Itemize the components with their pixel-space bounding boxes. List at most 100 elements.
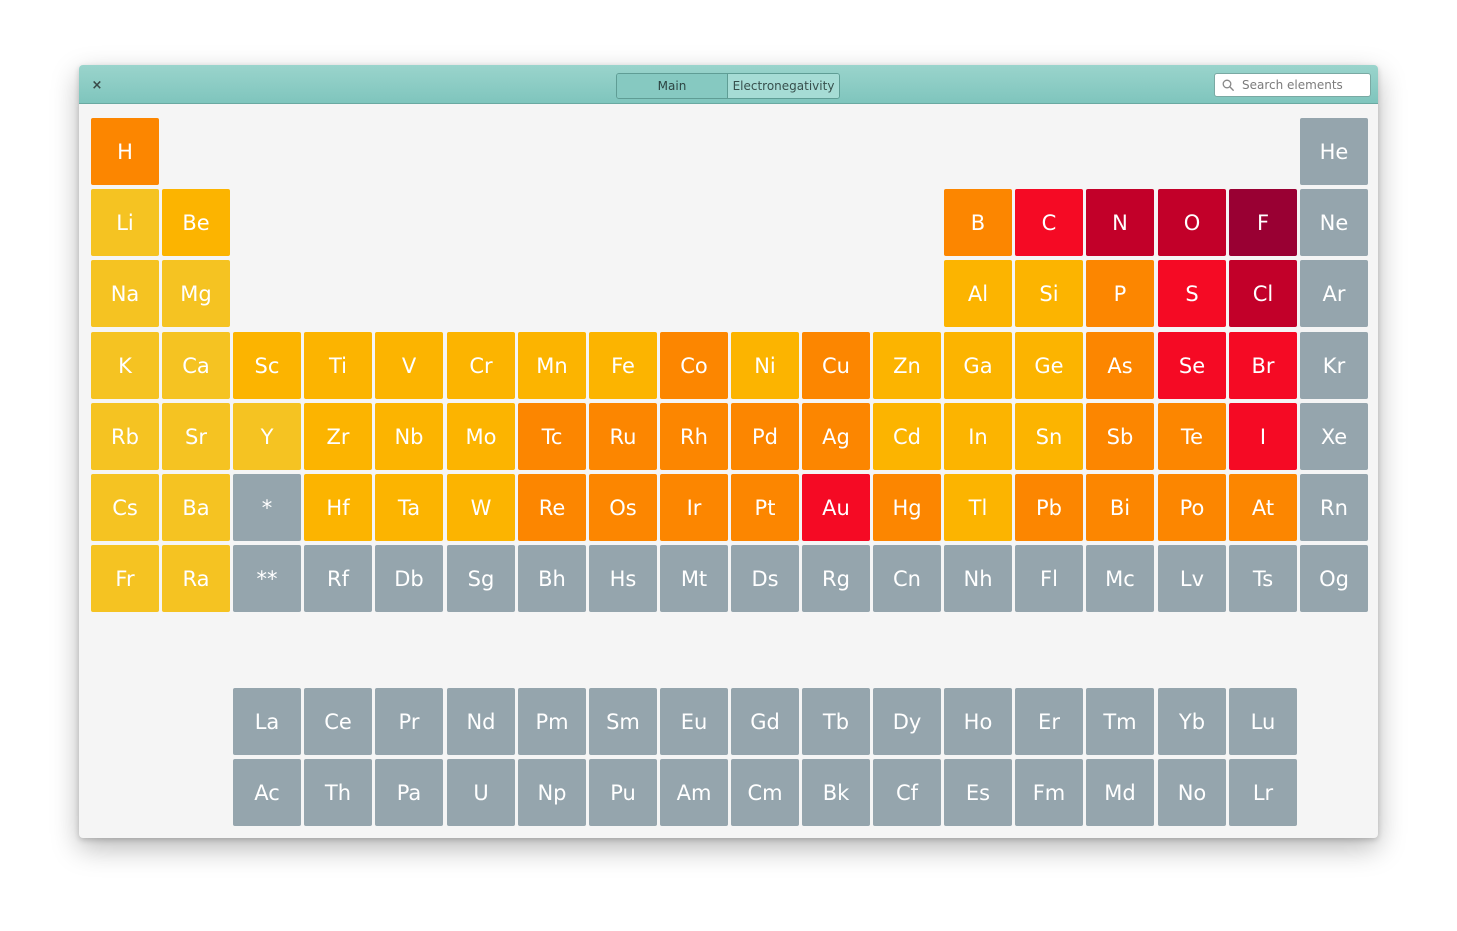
element-ra[interactable]: Ra xyxy=(162,545,230,612)
element-ge[interactable]: Ge xyxy=(1015,332,1083,399)
element-es[interactable]: Es xyxy=(944,759,1012,826)
element-rh[interactable]: Rh xyxy=(660,403,728,470)
element-sm[interactable]: Sm xyxy=(589,688,657,755)
element-bk[interactable]: Bk xyxy=(802,759,870,826)
element-na[interactable]: Na xyxy=(91,260,159,327)
close-button[interactable]: × xyxy=(87,75,107,95)
element-bh[interactable]: Bh xyxy=(518,545,586,612)
element-pu[interactable]: Pu xyxy=(589,759,657,826)
element-hf[interactable]: Hf xyxy=(304,474,372,541)
element-nb[interactable]: Nb xyxy=(375,403,443,470)
element-lanthanide-placeholder[interactable]: * xyxy=(233,474,301,541)
element-re[interactable]: Re xyxy=(518,474,586,541)
element-lu[interactable]: Lu xyxy=(1229,688,1297,755)
element-os[interactable]: Os xyxy=(589,474,657,541)
element-cf[interactable]: Cf xyxy=(873,759,941,826)
element-ar[interactable]: Ar xyxy=(1300,260,1368,327)
element-be[interactable]: Be xyxy=(162,189,230,256)
element-o[interactable]: O xyxy=(1158,189,1226,256)
element-mo[interactable]: Mo xyxy=(447,403,515,470)
element-tc[interactable]: Tc xyxy=(518,403,586,470)
element-si[interactable]: Si xyxy=(1015,260,1083,327)
element-th[interactable]: Th xyxy=(304,759,372,826)
element-mc[interactable]: Mc xyxy=(1086,545,1154,612)
element-pr[interactable]: Pr xyxy=(375,688,443,755)
element-rb[interactable]: Rb xyxy=(91,403,159,470)
element-fe[interactable]: Fe xyxy=(589,332,657,399)
element-np[interactable]: Np xyxy=(518,759,586,826)
element-y[interactable]: Y xyxy=(233,403,301,470)
element-kr[interactable]: Kr xyxy=(1300,332,1368,399)
element-hs[interactable]: Hs xyxy=(589,545,657,612)
element-cr[interactable]: Cr xyxy=(447,332,515,399)
element-cn[interactable]: Cn xyxy=(873,545,941,612)
element-rf[interactable]: Rf xyxy=(304,545,372,612)
element-la[interactable]: La xyxy=(233,688,301,755)
element-ce[interactable]: Ce xyxy=(304,688,372,755)
element-ne[interactable]: Ne xyxy=(1300,189,1368,256)
element-pa[interactable]: Pa xyxy=(375,759,443,826)
element-as[interactable]: As xyxy=(1086,332,1154,399)
element-gd[interactable]: Gd xyxy=(731,688,799,755)
element-h[interactable]: H xyxy=(91,118,159,185)
element-hg[interactable]: Hg xyxy=(873,474,941,541)
element-eu[interactable]: Eu xyxy=(660,688,728,755)
element-xe[interactable]: Xe xyxy=(1300,403,1368,470)
element-ho[interactable]: Ho xyxy=(944,688,1012,755)
element-lr[interactable]: Lr xyxy=(1229,759,1297,826)
element-k[interactable]: K xyxy=(91,332,159,399)
search-box[interactable] xyxy=(1214,73,1371,97)
element-i[interactable]: I xyxy=(1229,403,1297,470)
element-cu[interactable]: Cu xyxy=(802,332,870,399)
element-he[interactable]: He xyxy=(1300,118,1368,185)
element-pb[interactable]: Pb xyxy=(1015,474,1083,541)
element-ag[interactable]: Ag xyxy=(802,403,870,470)
element-co[interactable]: Co xyxy=(660,332,728,399)
element-b[interactable]: B xyxy=(944,189,1012,256)
element-bi[interactable]: Bi xyxy=(1086,474,1154,541)
element-te[interactable]: Te xyxy=(1158,403,1226,470)
element-in[interactable]: In xyxy=(944,403,1012,470)
element-sr[interactable]: Sr xyxy=(162,403,230,470)
element-lv[interactable]: Lv xyxy=(1158,545,1226,612)
element-se[interactable]: Se xyxy=(1158,332,1226,399)
element-p[interactable]: P xyxy=(1086,260,1154,327)
element-n[interactable]: N xyxy=(1086,189,1154,256)
element-au[interactable]: Au xyxy=(802,474,870,541)
element-mg[interactable]: Mg xyxy=(162,260,230,327)
element-og[interactable]: Og xyxy=(1300,545,1368,612)
element-s[interactable]: S xyxy=(1158,260,1226,327)
element-zn[interactable]: Zn xyxy=(873,332,941,399)
element-ga[interactable]: Ga xyxy=(944,332,1012,399)
element-ru[interactable]: Ru xyxy=(589,403,657,470)
element-fl[interactable]: Fl xyxy=(1015,545,1083,612)
element-ca[interactable]: Ca xyxy=(162,332,230,399)
element-fm[interactable]: Fm xyxy=(1015,759,1083,826)
element-nh[interactable]: Nh xyxy=(944,545,1012,612)
element-mn[interactable]: Mn xyxy=(518,332,586,399)
element-no[interactable]: No xyxy=(1158,759,1226,826)
element-sc[interactable]: Sc xyxy=(233,332,301,399)
element-tl[interactable]: Tl xyxy=(944,474,1012,541)
element-ni[interactable]: Ni xyxy=(731,332,799,399)
element-br[interactable]: Br xyxy=(1229,332,1297,399)
element-cm[interactable]: Cm xyxy=(731,759,799,826)
element-pm[interactable]: Pm xyxy=(518,688,586,755)
element-ba[interactable]: Ba xyxy=(162,474,230,541)
element-c[interactable]: C xyxy=(1015,189,1083,256)
element-md[interactable]: Md xyxy=(1086,759,1154,826)
element-ti[interactable]: Ti xyxy=(304,332,372,399)
element-cl[interactable]: Cl xyxy=(1229,260,1297,327)
element-mt[interactable]: Mt xyxy=(660,545,728,612)
element-ir[interactable]: Ir xyxy=(660,474,728,541)
element-cd[interactable]: Cd xyxy=(873,403,941,470)
element-zr[interactable]: Zr xyxy=(304,403,372,470)
element-ds[interactable]: Ds xyxy=(731,545,799,612)
element-li[interactable]: Li xyxy=(91,189,159,256)
element-sn[interactable]: Sn xyxy=(1015,403,1083,470)
element-am[interactable]: Am xyxy=(660,759,728,826)
element-u[interactable]: U xyxy=(447,759,515,826)
element-at[interactable]: At xyxy=(1229,474,1297,541)
element-sg[interactable]: Sg xyxy=(447,545,515,612)
element-cs[interactable]: Cs xyxy=(91,474,159,541)
